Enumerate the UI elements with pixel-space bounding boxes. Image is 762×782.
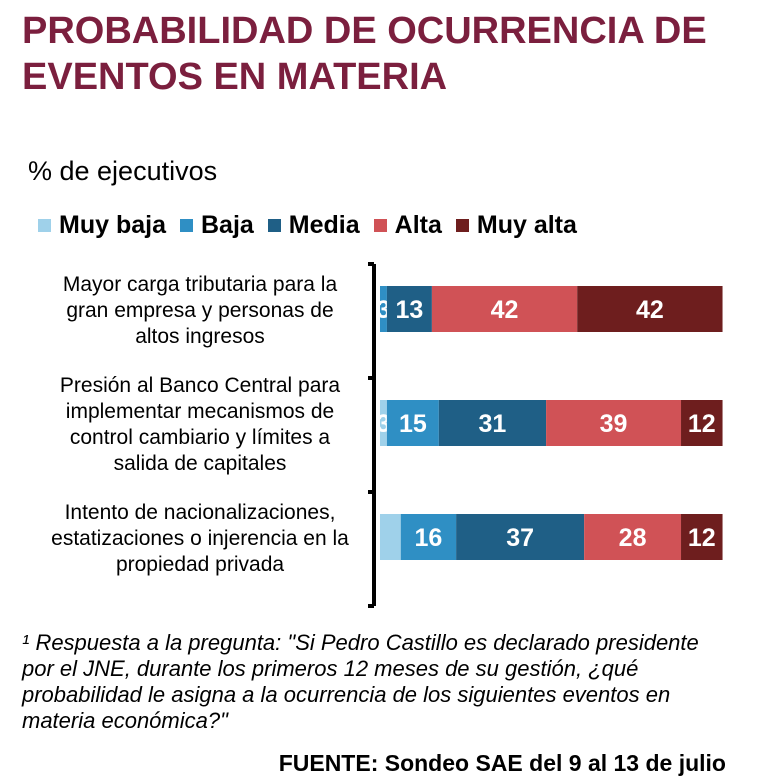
category-label: Mayor carga tributaria para la <box>63 273 338 296</box>
category-label: altos ingresos <box>135 325 265 348</box>
footnote: ¹ Respuesta a la pregunta: "Si Pedro Cas… <box>22 630 699 733</box>
bar-segment <box>380 286 387 332</box>
bar-segment <box>546 400 682 446</box>
data-label: 42 <box>636 296 664 324</box>
legend-item-muy-alta: Muy alta <box>455 211 577 240</box>
bar-segment <box>438 400 547 446</box>
chart-legend: Muy baja Baja Media Alta Muy alta <box>38 211 591 240</box>
legend-label: Baja <box>200 211 254 239</box>
legend-label: Muy baja <box>59 211 166 239</box>
bar-segment <box>584 514 682 560</box>
data-label: 28 <box>619 524 647 552</box>
data-label: 15 <box>399 410 427 438</box>
bar-segment <box>386 286 432 332</box>
data-label: 13 <box>396 296 424 324</box>
bar-segment <box>380 514 401 560</box>
legend-item-alta: Alta <box>373 211 442 240</box>
data-label: 37 <box>506 524 534 552</box>
data-label: 12 <box>688 410 716 438</box>
data-label: 12 <box>688 524 716 552</box>
chart-title: PROBABILIDAD DE OCURRENCIA DE EVENTOS EN… <box>22 10 707 98</box>
bar-segment <box>681 400 723 446</box>
bar-segment <box>431 286 578 332</box>
category-label: control cambiario y límites a <box>70 426 331 449</box>
bar-segment <box>380 400 387 446</box>
category-label: propiedad privada <box>116 553 284 576</box>
category-label: estatizaciones o injerencia en la <box>51 527 349 550</box>
bar-segment <box>681 514 723 560</box>
legend-label: Alta <box>394 211 442 239</box>
category-label: Presión al Banco Central para <box>60 374 340 397</box>
legend-item-media: Media <box>267 211 360 240</box>
legend-swatch <box>38 219 51 232</box>
bar-segment <box>577 286 723 332</box>
legend-swatch <box>267 219 281 232</box>
legend-item-muy-baja: Muy baja <box>38 211 166 240</box>
data-label: 16 <box>415 524 443 552</box>
legend-label: Media <box>288 211 360 239</box>
data-label: 39 <box>600 410 628 438</box>
data-label: 42 <box>491 296 519 324</box>
data-label: 31 <box>479 410 507 438</box>
bar-segment <box>400 514 457 560</box>
legend-swatch <box>455 219 469 232</box>
bar-segment <box>456 514 585 560</box>
category-label: gran empresa y personas de <box>66 299 333 322</box>
legend-swatch <box>373 219 387 232</box>
category-label: implementar mecanismos de <box>66 400 334 423</box>
category-label: salida de capitales <box>114 452 287 475</box>
stacked-bar-chart: Mayor carga tributaria para la gran empre… <box>51 262 723 608</box>
legend-swatch <box>179 219 193 232</box>
category-label: Intento de nacionalizaciones, <box>65 501 336 524</box>
legend-item-baja: Baja <box>179 211 254 240</box>
legend-label: Muy alta <box>476 211 577 239</box>
chart-subtitle: % de ejecutivos <box>28 156 218 186</box>
bar-segment <box>386 400 439 446</box>
source-note: FUENTE: Sondeo SAE del 9 al 13 de julio <box>278 750 726 776</box>
